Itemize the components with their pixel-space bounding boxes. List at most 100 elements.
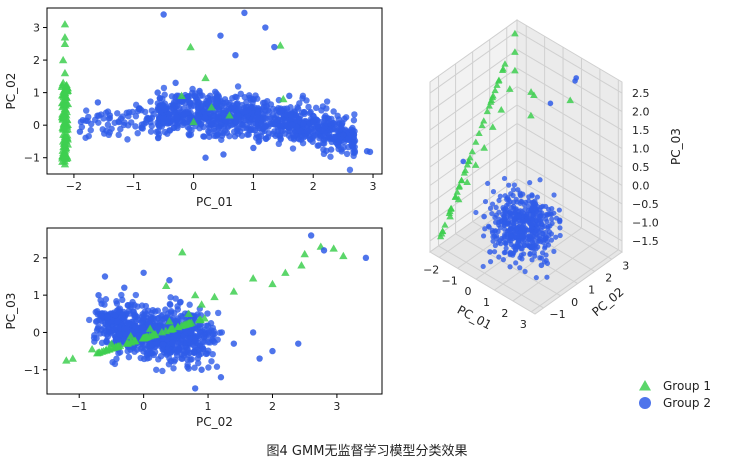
data-point	[487, 205, 494, 211]
data-point	[572, 78, 578, 84]
data-point	[506, 182, 512, 188]
data-point	[186, 115, 193, 122]
data-point	[60, 147, 70, 155]
data-point	[139, 333, 149, 342]
data-point	[60, 20, 70, 28]
data-point	[113, 342, 122, 350]
data-point	[531, 229, 538, 235]
data-point	[329, 244, 338, 252]
data-point	[294, 105, 302, 112]
data-point	[557, 232, 563, 239]
data-point	[501, 175, 508, 182]
data-point	[493, 212, 499, 218]
data-point	[487, 249, 493, 255]
grid-line	[516, 30, 623, 94]
data-point	[204, 310, 211, 317]
y-tick-label: 0	[571, 296, 578, 309]
data-point	[178, 97, 185, 104]
data-point	[518, 252, 524, 258]
x-axis-label: PC_01	[196, 195, 233, 209]
data-point	[222, 117, 230, 124]
data-point	[102, 296, 110, 303]
data-point	[180, 105, 187, 112]
data-point	[546, 206, 552, 212]
data-point	[265, 108, 273, 115]
y-tick-label: 3	[33, 22, 40, 35]
data-point	[490, 189, 497, 195]
data-point	[362, 254, 370, 262]
pane-floor	[429, 189, 623, 315]
data-point	[254, 114, 261, 122]
data-point	[205, 97, 213, 104]
data-point	[191, 364, 198, 371]
data-point	[105, 319, 112, 326]
data-point	[507, 233, 514, 239]
data-point	[233, 124, 241, 131]
x-tick-label: 1	[483, 296, 490, 309]
data-point	[508, 238, 514, 244]
data-point	[160, 84, 168, 92]
data-point	[186, 42, 195, 51]
data-point	[327, 153, 334, 160]
data-point	[58, 78, 68, 87]
data-point	[154, 134, 162, 142]
data-point	[289, 145, 297, 152]
data-point	[104, 121, 112, 128]
data-point	[60, 130, 70, 139]
data-point	[175, 345, 183, 352]
data-point	[126, 331, 135, 340]
data-point	[508, 241, 514, 248]
data-point	[314, 142, 321, 149]
data-point	[524, 211, 530, 217]
data-point	[205, 364, 212, 371]
data-point	[233, 94, 240, 101]
data-point	[159, 95, 166, 103]
data-point	[213, 363, 221, 370]
data-point	[529, 257, 535, 263]
data-point	[154, 307, 162, 314]
data-point	[60, 160, 70, 168]
grid-line	[429, 160, 518, 223]
data-point	[527, 180, 533, 186]
data-point	[243, 99, 250, 106]
data-point	[489, 227, 495, 233]
x-tick-label: 0	[465, 285, 472, 298]
data-point	[521, 201, 527, 208]
data-point	[220, 107, 227, 115]
data-point	[520, 191, 526, 197]
data-point	[501, 216, 507, 222]
data-point	[103, 314, 111, 321]
data-point	[544, 260, 551, 266]
x-tick-label: 3	[520, 318, 527, 331]
data-point	[60, 39, 70, 47]
data-point	[297, 261, 306, 269]
data-point	[128, 318, 135, 325]
data-point	[551, 248, 557, 254]
data-point	[134, 129, 141, 137]
data-point	[475, 129, 483, 137]
data-point	[240, 108, 247, 115]
grid-line	[516, 104, 623, 168]
data-point	[497, 106, 506, 113]
data-point	[537, 255, 543, 261]
data-point	[262, 115, 269, 122]
data-point	[437, 229, 446, 237]
data-point	[498, 66, 507, 74]
data-point	[246, 118, 254, 126]
data-point	[260, 103, 268, 111]
data-point	[220, 151, 227, 158]
data-point	[155, 356, 162, 363]
data-point	[533, 217, 539, 223]
data-point	[299, 92, 307, 100]
data-point	[142, 345, 149, 353]
y-tick-label: 2	[33, 252, 40, 265]
data-point	[330, 119, 337, 127]
data-point	[340, 144, 347, 151]
data-point	[191, 336, 198, 344]
data-point	[488, 93, 497, 101]
data-point	[124, 302, 131, 309]
grid-line	[438, 245, 544, 309]
data-point	[121, 284, 128, 291]
data-point	[103, 337, 110, 344]
data-point	[230, 102, 237, 110]
